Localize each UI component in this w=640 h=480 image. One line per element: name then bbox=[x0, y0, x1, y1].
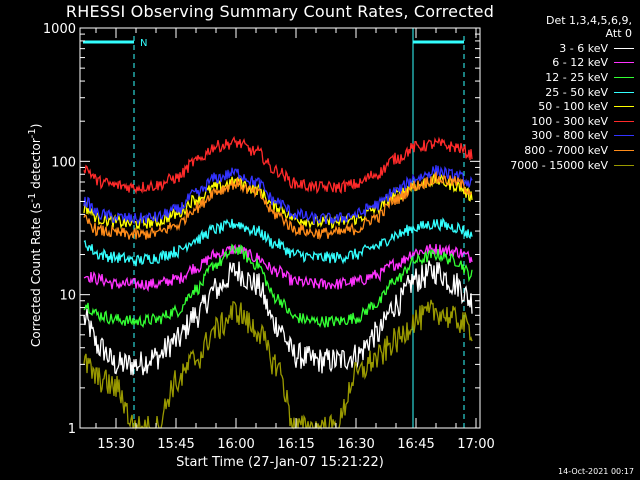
y-axis-label-text: detector bbox=[29, 138, 43, 193]
legend-label: 3 - 6 keV bbox=[559, 41, 608, 55]
legend-item: 3 - 6 keV bbox=[510, 41, 634, 56]
legend-item: 25 - 50 keV bbox=[510, 85, 634, 100]
legend-swatch bbox=[614, 91, 634, 93]
legend-label: 6 - 12 keV bbox=[552, 56, 608, 70]
x-axis-label: Start Time (27-Jan-07 15:21:22) bbox=[176, 455, 384, 470]
chart-title: RHESSI Observing Summary Count Rates, Co… bbox=[65, 2, 495, 21]
series-line bbox=[83, 135, 473, 195]
y-axis-label-text: ) bbox=[29, 123, 43, 129]
series-line bbox=[83, 165, 473, 226]
legend: 3 - 6 keV 6 - 12 keV 12 - 25 keV 25 - 50… bbox=[510, 41, 634, 172]
legend-label: 100 - 300 keV bbox=[531, 114, 608, 128]
y-tick-label: 100 bbox=[51, 155, 76, 170]
legend-label: 300 - 800 keV bbox=[531, 129, 608, 143]
series-line bbox=[83, 217, 473, 267]
legend-item: 7000 - 15000 keV bbox=[510, 158, 634, 173]
legend-item: 6 - 12 keV bbox=[510, 56, 634, 71]
y-axis-label-text: Corrected Count Rate (s bbox=[29, 202, 43, 347]
generation-timestamp: 14-Oct-2021 00:17 bbox=[558, 467, 634, 476]
night-marker-label: N bbox=[140, 38, 147, 49]
series-line bbox=[83, 299, 473, 431]
y-tick-label: 1000 bbox=[43, 22, 76, 37]
legend-swatch bbox=[614, 135, 634, 137]
legend-swatch bbox=[614, 149, 634, 151]
series-line bbox=[83, 260, 473, 376]
y-tick-label: 10 bbox=[59, 289, 76, 304]
x-tick-label: 16:15 bbox=[277, 437, 314, 452]
y-axis-label: Corrected Count Rate (s-1 detector-1) bbox=[27, 124, 43, 347]
legend-item: 300 - 800 keV bbox=[510, 129, 634, 144]
legend-label: 50 - 100 keV bbox=[538, 100, 608, 114]
y-axis-label-sup: -1 bbox=[27, 128, 38, 139]
x-tick-label: 15:45 bbox=[157, 437, 194, 452]
x-tick-label: 16:30 bbox=[337, 437, 374, 452]
legend-label: 25 - 50 keV bbox=[545, 85, 608, 99]
legend-swatch bbox=[614, 164, 634, 166]
legend-item: 12 - 25 keV bbox=[510, 70, 634, 85]
series-group bbox=[83, 135, 473, 431]
legend-swatch bbox=[614, 62, 634, 64]
legend-swatch bbox=[614, 76, 634, 78]
legend-header-line1: Det 1,3,4,5,6,9, bbox=[545, 14, 632, 27]
series-line bbox=[83, 170, 473, 241]
x-tick-label: 16:45 bbox=[397, 437, 434, 452]
series-line bbox=[83, 172, 473, 231]
legend-label: 800 - 7000 keV bbox=[524, 143, 608, 157]
y-tick-label: 1 bbox=[68, 422, 76, 437]
legend-header: Det 1,3,4,5,6,9, Att 0 bbox=[546, 14, 632, 40]
x-tick-label: 17:00 bbox=[457, 437, 494, 452]
legend-swatch bbox=[614, 106, 634, 108]
plot-frame bbox=[79, 27, 481, 429]
legend-item: 800 - 7000 keV bbox=[510, 143, 634, 158]
legend-swatch bbox=[614, 47, 634, 49]
series-line bbox=[83, 243, 473, 329]
x-tick-label: 16:00 bbox=[217, 437, 254, 452]
legend-item: 100 - 300 keV bbox=[510, 114, 634, 129]
legend-swatch bbox=[614, 120, 634, 122]
legend-label: 12 - 25 keV bbox=[545, 70, 608, 84]
series-line bbox=[83, 243, 473, 293]
legend-header-line2: Att 0 bbox=[605, 27, 632, 40]
y-axis-label-sup: -1 bbox=[27, 192, 38, 203]
x-tick-label: 15:30 bbox=[97, 437, 134, 452]
axes: 1 10 100 1000 15:30 15:45 16:00 16:15 16:30 16:45… bbox=[43, 22, 495, 452]
legend-item: 50 - 100 keV bbox=[510, 99, 634, 114]
legend-label: 7000 - 15000 keV bbox=[510, 158, 608, 172]
